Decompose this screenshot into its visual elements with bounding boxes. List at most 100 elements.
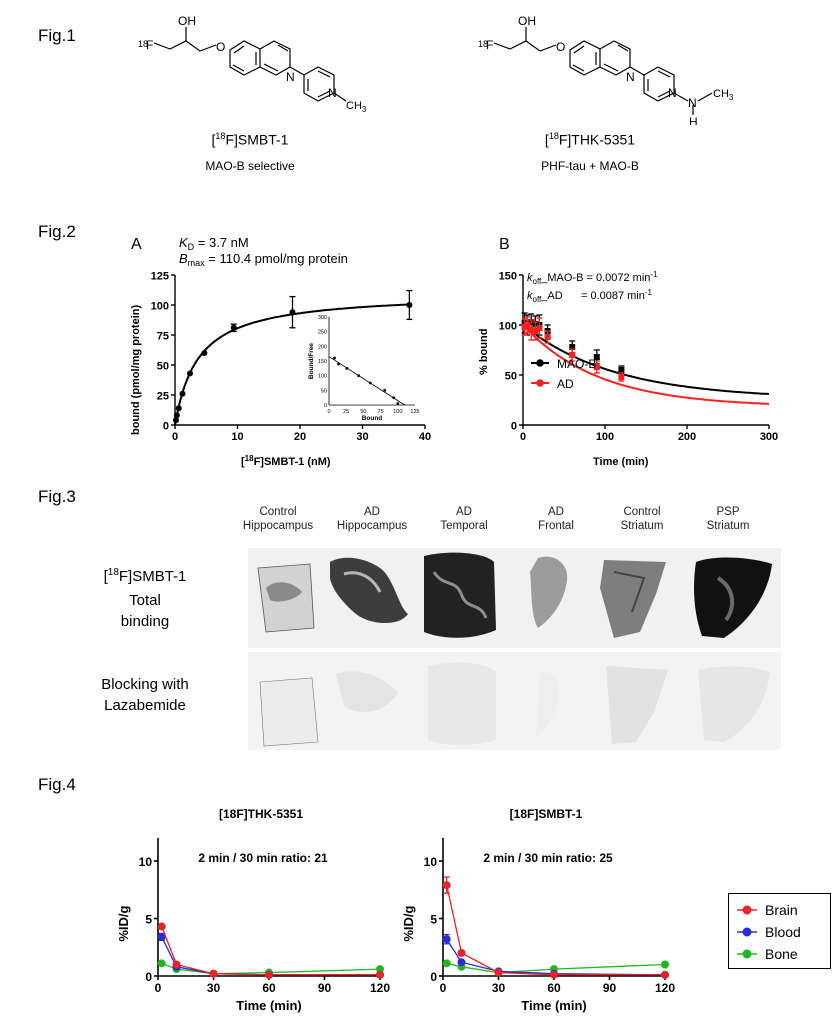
pyridine-n: N [328,86,337,100]
fluorine-atom: F [146,38,153,52]
thk5351-name: [18F]THK-5351 [544,131,636,148]
inset-y-tick-label: 0 [324,403,327,409]
inset-x-tick-label: 0 [327,409,330,415]
biodistribution-thk5351-chart: 0 30 60 90 120 0 5 10 [18F]THK-5351 2 min / 30 mi… [116,807,390,1013]
legend-marker-icon [536,359,544,367]
total-binding-image-strip [248,548,781,648]
amine-n: N [688,96,697,110]
ratio-subtitle: 2 min / 30 min ratio: 25 [483,851,613,865]
inset-y-tick-label: 150 [318,359,327,365]
inset-x-tick-label: 100 [393,409,402,415]
x-tick-label: 120 [370,981,390,995]
column-header-6: PSP Striatum [706,506,750,532]
dissociation-kinetics-chart: B koff_MAO-B = 0.0072 min-1 koff_AD = 0.… [478,236,778,468]
section-ad-temporal [424,552,496,638]
y-tick-label: 150 [499,271,517,283]
data-point [406,302,413,308]
fluorine-atom: F [486,38,493,52]
thk5351-desc: PHF-tau + MAO-B [541,159,639,173]
inset-data-point [368,381,372,385]
inset-x-tick-label: 25 [343,409,349,415]
legend-bone: Bone [737,946,798,962]
smbt1-name: [18F]SMBT-1 [211,131,289,148]
data-point-brain [550,970,558,979]
total-binding-autoradiograms [257,552,772,638]
data-point [593,364,600,370]
data-point-blood [157,932,166,941]
x-axis-label: Time (min) [236,998,302,1013]
data-point-brain [442,881,451,890]
inset-data-point [383,388,387,392]
x-tick-label: 300 [760,431,778,443]
fig1-label: Fig.1 [38,26,76,45]
side-chain-bonds [153,40,217,52]
data-point [230,324,237,331]
x-tick-label: 90 [603,981,617,995]
fit-curve-mao-b [522,324,770,395]
data-point [528,327,535,333]
data-point-brain [376,970,384,979]
fig2-label: Fig.2 [38,222,76,241]
x-tick-label: 0 [155,981,162,995]
bone-marker-icon [742,949,752,959]
column-header-5: Control Striatum [620,506,664,532]
data-point-brain [661,970,669,979]
section-control-striatum [600,560,666,638]
data-point [201,350,208,356]
oxygen-atom: O [556,40,565,54]
data-point [618,374,625,380]
section-psp-striatum [694,557,772,638]
series-line-brain [161,926,380,976]
inset-y-tick-label: 300 [318,315,327,321]
data-point [536,325,543,331]
x-tick-label: 10 [231,431,243,443]
y-axis-label: %ID/g [401,905,416,941]
data-point-blood [457,958,466,967]
x-axis-label: [18F]SMBT-1 (nM) [241,454,331,468]
series-line-brain [446,885,665,976]
fig3-label: Fig.3 [38,487,76,506]
inset-data-point [345,366,349,370]
data-point [618,367,625,373]
methyl-group: CH3 [713,88,734,102]
data-point [187,370,193,377]
x-tick-label: 90 [318,981,332,995]
block-section-2 [336,671,398,713]
block-section-1 [259,677,319,747]
biodistribution-smbt1-chart: 0 30 60 90 120 0 5 10 [18F]SMBT-1 2 min / 30 min … [401,807,675,1013]
y-tick-label: 75 [157,331,169,343]
inset-y-label: Bound/Free [308,343,315,379]
y-tick-label: 50 [505,371,517,383]
brain-marker-icon [742,905,752,915]
x-tick-label: 40 [419,431,431,443]
koff-ad-annotation: koff_AD = 0.0087 min-1 [527,288,653,304]
block-section-5 [606,666,668,744]
inset-y-tick-label: 250 [318,330,327,336]
panel-a-letter: A [131,236,142,253]
column-header-1: Control Hippocampus [242,506,314,532]
scatchard-fit-line [328,356,405,406]
pyridine-n: N [668,86,677,100]
oh-group: OH [518,14,536,28]
x-tick-label: 100 [596,431,614,443]
legend-blood: Blood [737,924,801,940]
y-tick-label: 100 [499,321,517,333]
ratio-subtitle: 2 min / 30 min ratio: 21 [198,851,328,865]
legend-bone-label: Bone [765,946,798,962]
inset-x-tick-label: 50 [360,409,366,415]
inset-y-tick-label: 200 [318,344,327,350]
data-point [175,405,182,412]
oxygen-atom: O [216,40,225,54]
y-axis-label: %ID/g [116,905,131,941]
y-tick-label: 10 [139,855,153,869]
data-point-brain [172,960,181,969]
section-ad-hippocampus [330,557,408,624]
legend-label: MAO-B [557,357,596,371]
legend-brain: Brain [737,902,798,918]
data-point [173,412,180,419]
legend-label: AD [557,377,574,391]
inset-data-point [392,396,396,400]
smbt1-structure: 18 F OH O N N CH3 [138,14,367,114]
data-point [179,390,186,397]
column-header-3: AD Temporal [440,506,488,532]
